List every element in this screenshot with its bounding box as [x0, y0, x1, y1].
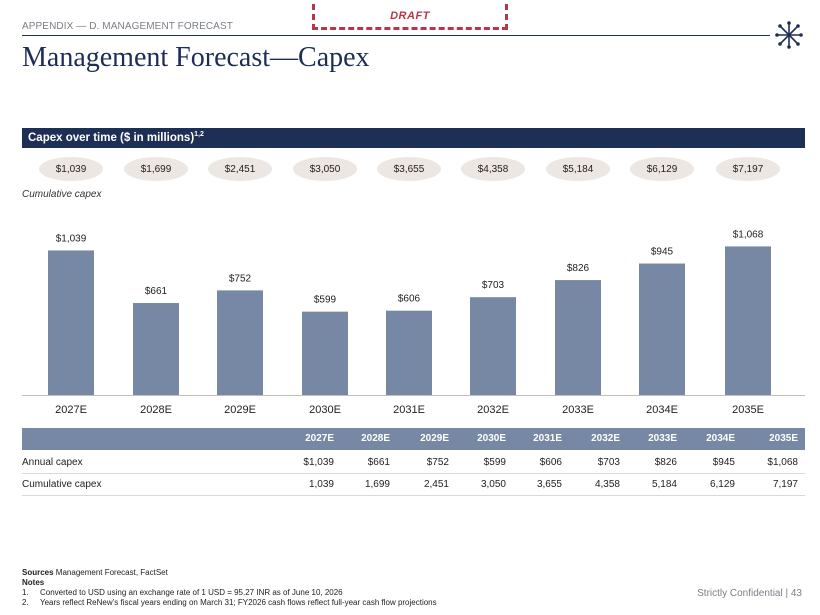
cumulative-pill: $3,050 — [293, 157, 357, 181]
sources-line: Sources Management Forecast, FactSet — [22, 568, 437, 578]
table-cell: $1,068 — [767, 457, 798, 468]
bar-value-label: $752 — [229, 273, 252, 284]
table-cell: 5,184 — [651, 479, 677, 490]
capex-bar-2035E — [725, 246, 771, 395]
capex-bar-2027E — [48, 250, 94, 395]
cumulative-pill: $5,184 — [546, 157, 610, 181]
note-1-number: 1. — [22, 588, 29, 597]
cumulative-pill: $7,197 — [716, 157, 780, 181]
table-cell: $599 — [483, 457, 506, 468]
table-cell: 6,129 — [709, 479, 735, 490]
x-tick-label: 2035E — [732, 404, 764, 416]
cumulative-pill: $4,358 — [461, 157, 525, 181]
x-tick-label: 2029E — [224, 404, 256, 416]
x-tick-label: 2027E — [55, 404, 87, 416]
table-header-cell: 2035E — [769, 433, 798, 444]
table-header-cell: 2031E — [533, 433, 562, 444]
banner-text: Capex over time ($ in millions) — [28, 132, 195, 144]
table-row: Annual capex $1,039 $661 $752 $599 $606 $703 $8… — [22, 452, 805, 474]
capex-bar-2033E — [555, 280, 601, 395]
table-cell: 1,039 — [308, 479, 334, 490]
bar-value-label: $1,039 — [56, 233, 87, 244]
cumulative-pill: $2,451 — [208, 157, 272, 181]
table-cell: $703 — [597, 457, 620, 468]
cumulative-capex-label: Cumulative capex — [22, 189, 102, 200]
table-header-cell: 2028E — [361, 433, 390, 444]
bar-value-label: $599 — [314, 295, 337, 306]
capex-bar-2032E — [470, 297, 516, 395]
draft-label: DRAFT — [390, 9, 430, 22]
cumulative-pill: $6,129 — [630, 157, 694, 181]
sources-text: Management Forecast, FactSet — [53, 568, 168, 577]
bar-value-label: $703 — [482, 280, 505, 291]
capex-bar-2028E — [133, 303, 179, 395]
capex-bar-chart-svg: $1,039 2027E $661 2028E $752 2029E $599 2030E $6… — [22, 229, 805, 416]
table-cell: $1,039 — [303, 457, 334, 468]
capex-data-table: 2027E 2028E 2029E 2030E 2031E 2032E 2033E 2034E… — [22, 428, 805, 496]
capex-bar-2029E — [217, 290, 263, 395]
note-2-text: Years reflect ReNew’s fiscal years endin… — [40, 598, 437, 607]
asterisk-logo-icon — [774, 20, 804, 50]
cumulative-pill: $1,039 — [39, 157, 103, 181]
cumulative-capex-row: $1,039 $1,699 $2,451 $3,050 $3,655 $4,358 $5,1… — [22, 157, 805, 183]
table-cell: 1,699 — [364, 479, 390, 490]
cumulative-pill: $1,699 — [124, 157, 188, 181]
table-cell: 4,358 — [594, 479, 620, 490]
table-header-cell: 2032E — [591, 433, 620, 444]
table-header-cell: 2034E — [706, 433, 735, 444]
footer-notes: Sources Management Forecast, FactSet Not… — [22, 568, 437, 608]
notes-label: Notes — [22, 578, 45, 587]
table-cell: 3,655 — [536, 479, 562, 490]
x-tick-label: 2032E — [477, 404, 509, 416]
table-header-cell: 2029E — [420, 433, 449, 444]
capex-bar-2034E — [639, 263, 685, 395]
bar-value-label: $1,068 — [733, 229, 764, 240]
bar-value-label: $661 — [145, 286, 168, 297]
draft-stamp: DRAFT — [312, 4, 508, 30]
note-2-number: 2. — [22, 598, 29, 607]
x-tick-label: 2033E — [562, 404, 594, 416]
page-title: Management Forecast—Capex — [22, 42, 370, 73]
table-header-cell: 2030E — [477, 433, 506, 444]
table-cell: $752 — [426, 457, 449, 468]
table-cell: $606 — [539, 457, 562, 468]
cumulative-pill: $3,655 — [377, 157, 441, 181]
table-cell: $826 — [654, 457, 677, 468]
x-tick-label: 2034E — [646, 404, 678, 416]
table-header-row: 2027E 2028E 2029E 2030E 2031E 2032E 2033E 2034E… — [22, 428, 805, 450]
capex-bar-2031E — [386, 310, 432, 395]
table-cell: 3,050 — [480, 479, 506, 490]
x-tick-label: 2028E — [140, 404, 172, 416]
header-divider — [22, 35, 770, 36]
table-row: Cumulative capex 1,039 1,699 2,451 3,050 3,65… — [22, 474, 805, 496]
table-row-label: Cumulative capex — [22, 479, 102, 490]
table-cell: $945 — [712, 457, 735, 468]
table-header-cell: 2033E — [648, 433, 677, 444]
table-cell: 7,197 — [772, 479, 798, 490]
note-2: 2. Years reflect ReNew’s fiscal years end… — [22, 598, 437, 608]
table-header-cell: 2027E — [305, 433, 334, 444]
note-1: 1. Converted to USD using an exchange rat… — [22, 588, 437, 598]
note-1-text: Converted to USD using an exchange rate … — [40, 588, 343, 597]
bar-value-label: $606 — [398, 294, 421, 305]
sources-label: Sources — [22, 568, 54, 577]
table-cell: 2,451 — [423, 479, 449, 490]
capex-bar-2030E — [302, 311, 348, 395]
x-tick-label: 2031E — [393, 404, 425, 416]
table-row-label: Annual capex — [22, 457, 83, 468]
section-label: APPENDIX — D. MANAGEMENT FORECAST — [22, 21, 233, 32]
bar-value-label: $945 — [651, 247, 674, 258]
table-cell: $661 — [367, 457, 390, 468]
x-tick-label: 2030E — [309, 404, 341, 416]
confidential-page-number: Strictly Confidential | 43 — [697, 588, 802, 599]
capex-bar-chart: $1,039 2027E $661 2028E $752 2029E $599 2030E $6… — [22, 205, 805, 420]
table-body: Annual capex $1,039 $661 $752 $599 $606 $703 $8… — [22, 452, 805, 496]
bar-value-label: $826 — [567, 263, 590, 274]
chart-banner: Capex over time ($ in millions)1,2 — [22, 128, 805, 148]
banner-footnote-ref: 1,2 — [194, 131, 204, 138]
